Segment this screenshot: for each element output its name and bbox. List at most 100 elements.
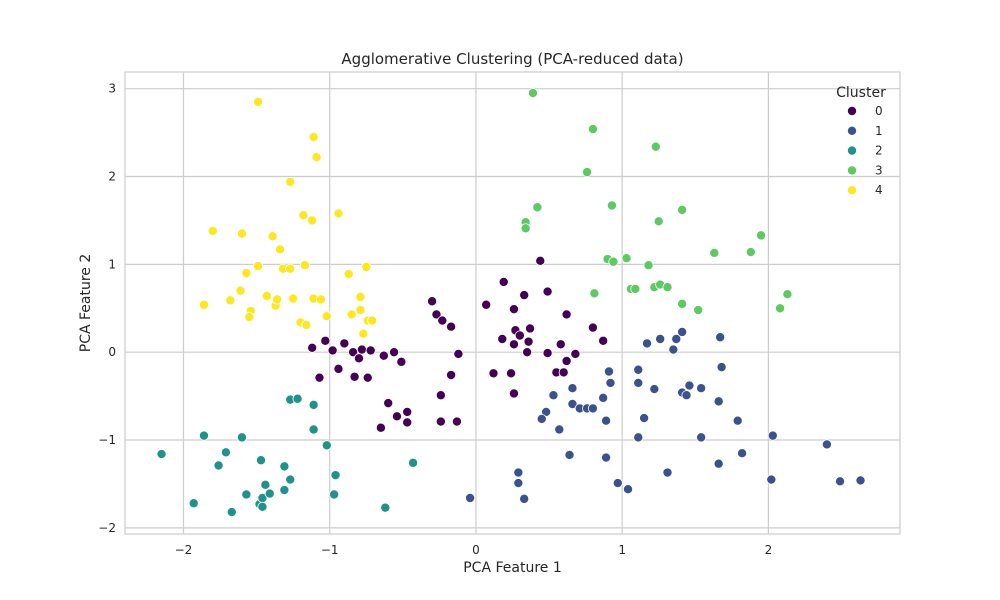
y-tick-label: 3 — [108, 82, 116, 96]
data-point-cluster-0 — [375, 422, 386, 433]
x-tick-label: −2 — [175, 543, 193, 557]
data-point-cluster-0 — [542, 348, 553, 359]
data-point-cluster-3 — [653, 216, 664, 227]
data-point-cluster-1 — [536, 413, 547, 424]
data-point-cluster-1 — [513, 467, 524, 478]
grid — [125, 72, 900, 534]
data-point-cluster-1 — [548, 390, 559, 401]
data-point-cluster-4 — [299, 260, 310, 271]
data-point-cluster-2 — [156, 449, 167, 460]
data-point-cluster-2 — [285, 474, 296, 485]
legend-label: 2 — [875, 144, 883, 158]
data-point-cluster-0 — [402, 406, 413, 417]
data-point-cluster-2 — [198, 430, 209, 441]
data-point-cluster-3 — [775, 303, 786, 314]
data-point-cluster-2 — [188, 498, 199, 509]
data-point-cluster-1 — [821, 439, 832, 450]
data-point-cluster-3 — [520, 223, 531, 234]
data-point-cluster-4 — [355, 305, 366, 316]
data-point-cluster-0 — [378, 350, 389, 361]
data-point-cluster-0 — [446, 321, 457, 332]
x-axis-title: PCA Feature 1 — [463, 560, 562, 576]
series-2 — [156, 393, 419, 518]
data-point-cluster-0 — [339, 338, 350, 349]
data-point-cluster-0 — [362, 372, 373, 383]
legend-label: 4 — [875, 183, 883, 197]
data-point-cluster-0 — [402, 417, 413, 428]
data-point-cluster-1 — [655, 334, 666, 345]
data-point-cluster-3 — [677, 298, 688, 309]
data-point-cluster-4 — [272, 294, 283, 305]
x-tick-label: 1 — [618, 543, 626, 557]
data-point-cluster-3 — [532, 202, 543, 213]
legend-marker — [847, 106, 858, 117]
data-point-cluster-4 — [198, 299, 209, 310]
data-point-cluster-2 — [308, 424, 319, 435]
series-0 — [307, 255, 609, 433]
data-point-cluster-4 — [244, 312, 255, 323]
data-point-cluster-0 — [365, 345, 376, 356]
data-point-cluster-3 — [693, 305, 704, 316]
data-point-cluster-3 — [582, 167, 593, 178]
data-point-cluster-1 — [605, 377, 616, 388]
data-point-cluster-1 — [677, 326, 688, 337]
data-point-cluster-2 — [321, 440, 332, 451]
data-point-cluster-1 — [715, 332, 726, 343]
data-point-cluster-0 — [383, 398, 394, 409]
data-point-cluster-1 — [684, 380, 695, 391]
data-point-cluster-0 — [435, 416, 446, 427]
data-point-cluster-4 — [333, 208, 344, 219]
data-point-cluster-0 — [508, 339, 519, 350]
data-point-cluster-4 — [311, 152, 322, 163]
data-point-cluster-3 — [589, 288, 600, 299]
data-point-cluster-0 — [514, 330, 525, 341]
x-tick-label: 2 — [765, 543, 773, 557]
data-point-cluster-0 — [389, 347, 400, 358]
data-point-cluster-3 — [662, 282, 673, 293]
legend-marker — [847, 185, 858, 196]
data-point-cluster-4 — [321, 311, 332, 322]
series-3 — [520, 88, 793, 316]
data-point-cluster-4 — [253, 261, 264, 272]
data-point-cluster-0 — [598, 335, 609, 346]
data-point-cluster-0 — [333, 363, 344, 374]
data-point-cluster-0 — [506, 368, 517, 379]
x-tick-label: −1 — [321, 543, 339, 557]
data-point-cluster-3 — [621, 253, 632, 264]
data-point-cluster-0 — [320, 335, 331, 346]
data-point-cluster-1 — [541, 406, 552, 417]
data-point-cluster-1 — [713, 458, 724, 469]
data-point-cluster-3 — [756, 230, 767, 241]
data-point-cluster-4 — [308, 131, 319, 142]
data-point-cluster-4 — [267, 231, 278, 242]
data-point-cluster-1 — [623, 484, 634, 495]
data-point-cluster-1 — [513, 478, 524, 489]
data-point-cluster-0 — [481, 299, 492, 310]
plot-background — [125, 72, 900, 534]
legend-item-1: 1 — [847, 124, 883, 138]
data-point-cluster-0 — [307, 342, 318, 353]
data-point-cluster-4 — [236, 228, 247, 239]
data-point-cluster-1 — [601, 415, 612, 426]
data-point-cluster-2 — [279, 485, 290, 496]
data-point-cluster-4 — [315, 294, 326, 305]
data-point-cluster-0 — [396, 356, 407, 367]
legend-title: Cluster — [836, 85, 886, 101]
data-point-cluster-1 — [681, 390, 692, 401]
data-point-cluster-4 — [361, 261, 372, 272]
y-tick-label: −2 — [98, 521, 116, 535]
data-point-cluster-0 — [488, 368, 499, 379]
data-point-cluster-0 — [431, 309, 442, 320]
data-point-cluster-1 — [601, 452, 612, 463]
legend-item-2: 2 — [847, 144, 883, 158]
data-point-cluster-1 — [567, 399, 578, 410]
plot-frame — [124, 71, 901, 535]
data-point-cluster-2 — [264, 488, 275, 499]
data-point-cluster-0 — [446, 370, 457, 381]
y-axis-title: PCA Feature 2 — [78, 254, 94, 353]
data-point-cluster-2 — [257, 501, 268, 512]
data-point-cluster-3 — [650, 141, 661, 152]
data-point-cluster-1 — [612, 478, 623, 489]
data-point-cluster-0 — [508, 388, 519, 399]
